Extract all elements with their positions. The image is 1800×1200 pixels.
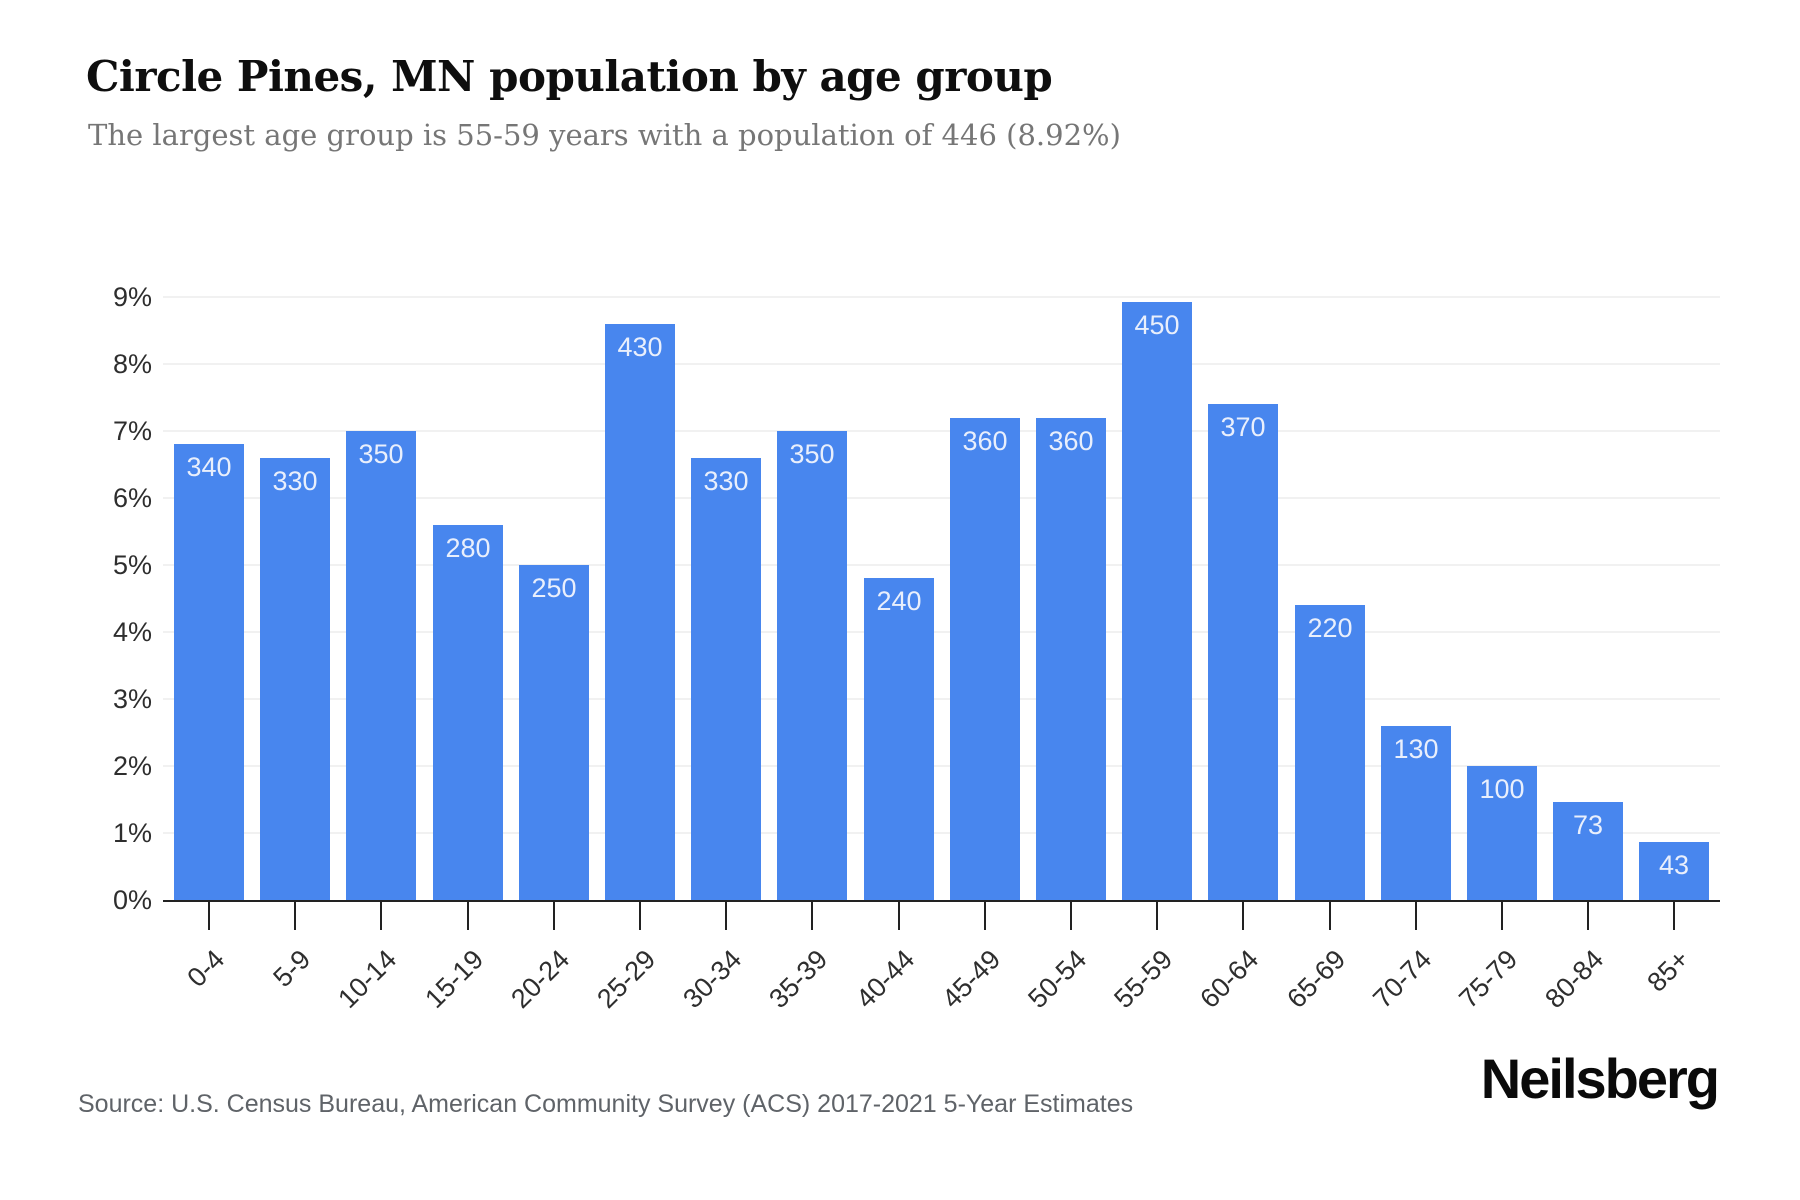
y-axis: 0% 1% 2% 3% 4% 5% 6% 7% 8% 9% [0,282,152,915]
y-axis-label-7%: 7% [112,416,152,446]
x-tick-60-64 [1242,902,1244,930]
bar-value-60-64: 370 [1220,412,1266,442]
bar-value-50-54: 360 [1048,426,1094,456]
x-tick-75-79 [1501,902,1503,930]
y-axis-label-3%: 3% [112,684,152,714]
gridline-3% [163,698,1720,700]
bar-value-30-34: 330 [703,466,749,496]
x-tick-20-24 [553,902,555,930]
bar-10-14: 350 [346,431,416,900]
x-axis-label-45-49: 45-49 [936,944,1007,1015]
bar-20-24: 250 [519,565,589,900]
bar-0-4: 340 [174,444,244,900]
bar-value-85+: 43 [1658,850,1690,880]
bar-value-5-9: 330 [272,466,318,496]
x-axis-label-55-59: 55-59 [1108,944,1179,1015]
y-axis-label-2%: 2% [112,751,152,781]
x-tick-5-9 [294,902,296,930]
x-axis-label-50-54: 50-54 [1022,944,1093,1015]
x-tick-70-74 [1415,902,1417,930]
bar-value-65-69: 220 [1307,613,1353,643]
gridline-6% [163,497,1720,499]
x-axis-label-5-9: 5-9 [267,944,317,993]
bar-value-40-44: 240 [876,586,922,616]
x-axis-label-10-14: 10-14 [332,944,403,1015]
y-axis-label-0%: 0% [112,885,152,915]
x-axis-label-85+: 85+ [1641,944,1696,998]
bar-value-0-4: 340 [186,452,232,482]
x-axis-label-20-24: 20-24 [505,944,576,1015]
bar-value-35-39: 350 [789,439,835,469]
y-axis-label-1%: 1% [112,818,152,848]
x-tick-40-44 [898,902,900,930]
bar-75-79: 100 [1467,766,1537,900]
bar-value-15-19: 280 [445,533,491,563]
x-axis-label-15-19: 15-19 [419,944,490,1015]
bar-value-20-24: 250 [531,573,577,603]
x-tick-15-19 [467,902,469,930]
bar-35-39: 350 [777,431,847,900]
x-tick-55-59 [1156,902,1158,930]
x-axis-label-80-84: 80-84 [1539,944,1610,1015]
bar-value-80-84: 73 [1572,810,1604,840]
x-tick-80-84 [1587,902,1589,930]
source-note: Source: U.S. Census Bureau, American Com… [78,1090,1134,1118]
bar-60-64: 370 [1208,404,1278,900]
bar-65-69: 220 [1295,605,1365,900]
bar-70-74: 130 [1381,726,1451,900]
bar-40-44: 240 [864,578,934,900]
bar-5-9: 330 [260,458,330,900]
y-axis-label-4%: 4% [112,617,152,647]
x-axis-label-60-64: 60-64 [1194,944,1265,1015]
chart-subtitle: The largest age group is 55-59 years wit… [88,118,1121,152]
gridline-1% [163,832,1720,834]
x-axis-label-30-34: 30-34 [677,944,748,1015]
bar-45-49: 360 [950,418,1020,900]
x-tick-45-49 [984,902,986,930]
x-tick-35-39 [811,902,813,930]
x-axis-label-0-4: 0-4 [181,944,231,993]
bar-55-59: 450 [1122,302,1192,900]
bar-30-34: 330 [691,458,761,900]
y-axis-label-9%: 9% [112,282,152,312]
gridline-4% [163,631,1720,633]
x-axis-label-25-29: 25-29 [591,944,662,1015]
bar-15-19: 280 [433,525,503,900]
gridline-9% [163,296,1720,298]
x-tick-0-4 [208,902,210,930]
y-axis-label-5%: 5% [112,550,152,580]
bar-value-10-14: 350 [358,439,404,469]
bar-50-54: 360 [1036,418,1106,900]
x-axis-label-40-44: 40-44 [850,944,921,1015]
y-axis-label-8%: 8% [112,349,152,379]
bar-25-29: 430 [605,324,675,900]
x-tick-50-54 [1070,902,1072,930]
x-axis-label-65-69: 65-69 [1281,944,1352,1015]
gridline-7% [163,430,1720,432]
brand-logo[interactable]: Neilsberg [1480,1047,1720,1110]
x-tick-85+ [1673,902,1675,930]
chart-title: Circle Pines, MN population by age group [86,52,1053,101]
bar-value-25-29: 430 [617,332,663,362]
gridline-2% [163,765,1720,767]
y-axis-label-6%: 6% [112,483,152,513]
x-axis-label-70-74: 70-74 [1367,944,1438,1015]
bar-value-75-79: 100 [1479,774,1525,804]
bar-value-55-59: 450 [1134,310,1180,340]
x-axis: 0-4 5-9 10-14 15-19 20-24 25-29 30-34 35-39 40-4… [163,902,1720,1082]
gridline-8% [163,363,1720,365]
gridline-5% [163,564,1720,566]
x-axis-label-75-79: 75-79 [1453,944,1524,1015]
x-tick-30-34 [725,902,727,930]
bar-80-84: 73 [1553,802,1623,900]
x-tick-65-69 [1329,902,1331,930]
bar-value-70-74: 130 [1393,734,1439,764]
plot-area: 340 330 350 280 250 430 330 350 240 360 360 450 370 2… [163,296,1720,902]
x-axis-label-35-39: 35-39 [763,944,834,1015]
bar-85+: 43 [1639,842,1709,900]
bar-value-45-49: 360 [962,426,1008,456]
x-tick-10-14 [380,902,382,930]
x-tick-25-29 [639,902,641,930]
